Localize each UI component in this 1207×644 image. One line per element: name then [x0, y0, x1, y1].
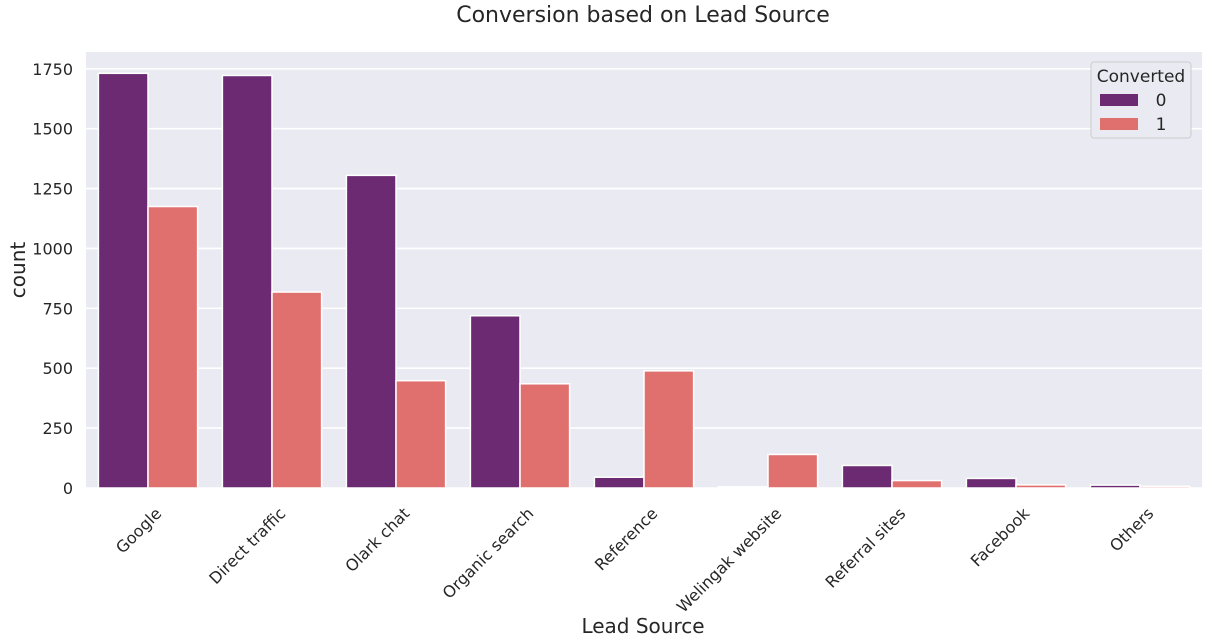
- legend-swatch-1: [1100, 118, 1138, 130]
- y-tick-label-2: 500: [42, 359, 73, 378]
- bar-0-series-0: [97, 72, 149, 489]
- bar-6-series-0: [841, 464, 893, 489]
- bar-4-series-1: [643, 370, 695, 489]
- legend-label-0: 0: [1156, 91, 1167, 111]
- bar-6-series-1: [891, 479, 943, 489]
- legend-label-1: 1: [1156, 115, 1167, 135]
- bar-1-series-0: [221, 74, 273, 489]
- legend-swatch-0: [1100, 94, 1138, 106]
- bar-8-series-1: [1139, 485, 1191, 489]
- y-tick-label-4: 1000: [32, 239, 73, 258]
- y-tick-label-7: 1750: [32, 60, 73, 79]
- x-tick-label-2: Olark chat: [341, 504, 413, 576]
- x-tick-label-8: Others: [1106, 504, 1157, 555]
- bar-7-series-0: [965, 477, 1017, 489]
- x-tick-label-6: Referral sites: [822, 504, 910, 592]
- bar-7-series-1: [1015, 484, 1067, 489]
- bar-3-series-1: [519, 383, 571, 489]
- x-axis-ticks: Google Direct traffic Olark chat Organic se…: [112, 503, 1157, 616]
- bar-1-series-1: [271, 291, 323, 489]
- legend: Converted 0 1: [1090, 61, 1192, 139]
- x-tick-label-1: Direct traffic: [205, 504, 289, 588]
- bar-5-series-0: [717, 486, 769, 489]
- x-tick-label-5: Welingak website: [673, 504, 785, 616]
- y-tick-label-0: 0: [63, 479, 73, 498]
- legend-title: Converted: [1097, 67, 1185, 87]
- bar-3-series-0: [469, 315, 521, 489]
- bars: [97, 72, 1191, 489]
- y-tick-label-5: 1250: [32, 180, 73, 199]
- bar-2-series-0: [345, 174, 397, 489]
- bar-2-series-1: [395, 379, 447, 489]
- x-axis-label: Lead Source: [581, 614, 704, 638]
- x-tick-label-4: Reference: [591, 504, 661, 574]
- y-axis-label: count: [6, 242, 30, 299]
- bar-0-series-1: [147, 205, 199, 489]
- bar-5-series-1: [767, 453, 819, 489]
- y-tick-label-1: 250: [42, 419, 73, 438]
- y-tick-label-3: 750: [42, 299, 73, 318]
- y-tick-label-6: 1500: [32, 120, 73, 139]
- x-tick-label-0: Google: [112, 504, 165, 557]
- chart-title: Conversion based on Lead Source: [456, 3, 830, 28]
- y-axis-ticks: 0 250 500 750 1000 1250 1500 1750: [32, 60, 73, 498]
- x-tick-label-7: Facebook: [967, 503, 1034, 570]
- bar-4-series-0: [593, 476, 645, 489]
- x-tick-label-3: Organic search: [439, 504, 538, 603]
- bar-8-series-0: [1089, 484, 1141, 489]
